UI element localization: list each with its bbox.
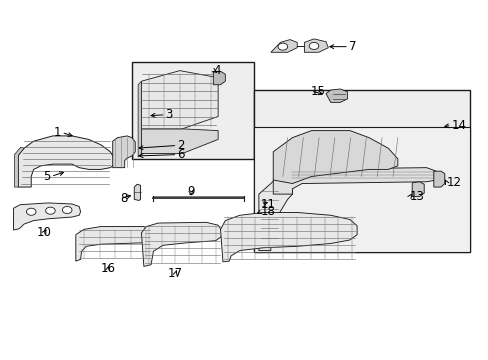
Polygon shape: [14, 203, 81, 230]
Circle shape: [62, 207, 72, 213]
Bar: [254, 127, 469, 252]
Text: 10: 10: [37, 226, 52, 239]
Polygon shape: [141, 222, 221, 266]
Text: 12: 12: [446, 176, 461, 189]
Circle shape: [45, 207, 55, 214]
Text: 8: 8: [120, 192, 127, 205]
Polygon shape: [138, 81, 141, 157]
Bar: [254, 90, 469, 252]
Polygon shape: [213, 71, 225, 85]
Text: 1: 1: [54, 126, 61, 139]
Text: 17: 17: [168, 267, 183, 280]
Polygon shape: [258, 176, 292, 251]
Polygon shape: [273, 131, 397, 184]
Polygon shape: [134, 184, 140, 201]
Polygon shape: [15, 147, 24, 187]
Text: 6: 6: [177, 148, 184, 161]
Polygon shape: [270, 40, 297, 52]
Circle shape: [308, 42, 318, 49]
Bar: [132, 62, 254, 159]
Polygon shape: [411, 182, 424, 197]
Text: 5: 5: [43, 170, 51, 183]
Text: 11: 11: [260, 198, 275, 211]
Text: 15: 15: [310, 85, 325, 98]
Text: 4: 4: [213, 64, 221, 77]
Polygon shape: [141, 71, 218, 129]
Polygon shape: [325, 89, 347, 102]
Polygon shape: [220, 212, 356, 262]
Text: 13: 13: [409, 190, 424, 203]
Text: 2: 2: [177, 139, 184, 152]
Polygon shape: [76, 226, 152, 261]
Text: 18: 18: [260, 205, 275, 218]
Circle shape: [278, 43, 287, 50]
Polygon shape: [18, 136, 115, 187]
Text: 14: 14: [450, 119, 466, 132]
Polygon shape: [433, 171, 444, 187]
Text: 16: 16: [100, 262, 115, 275]
Text: 7: 7: [348, 40, 356, 53]
Circle shape: [26, 208, 36, 215]
Polygon shape: [112, 136, 135, 168]
Text: 3: 3: [165, 108, 172, 121]
Text: 9: 9: [187, 185, 194, 198]
Polygon shape: [273, 168, 438, 194]
Polygon shape: [304, 39, 328, 52]
Polygon shape: [141, 129, 218, 154]
